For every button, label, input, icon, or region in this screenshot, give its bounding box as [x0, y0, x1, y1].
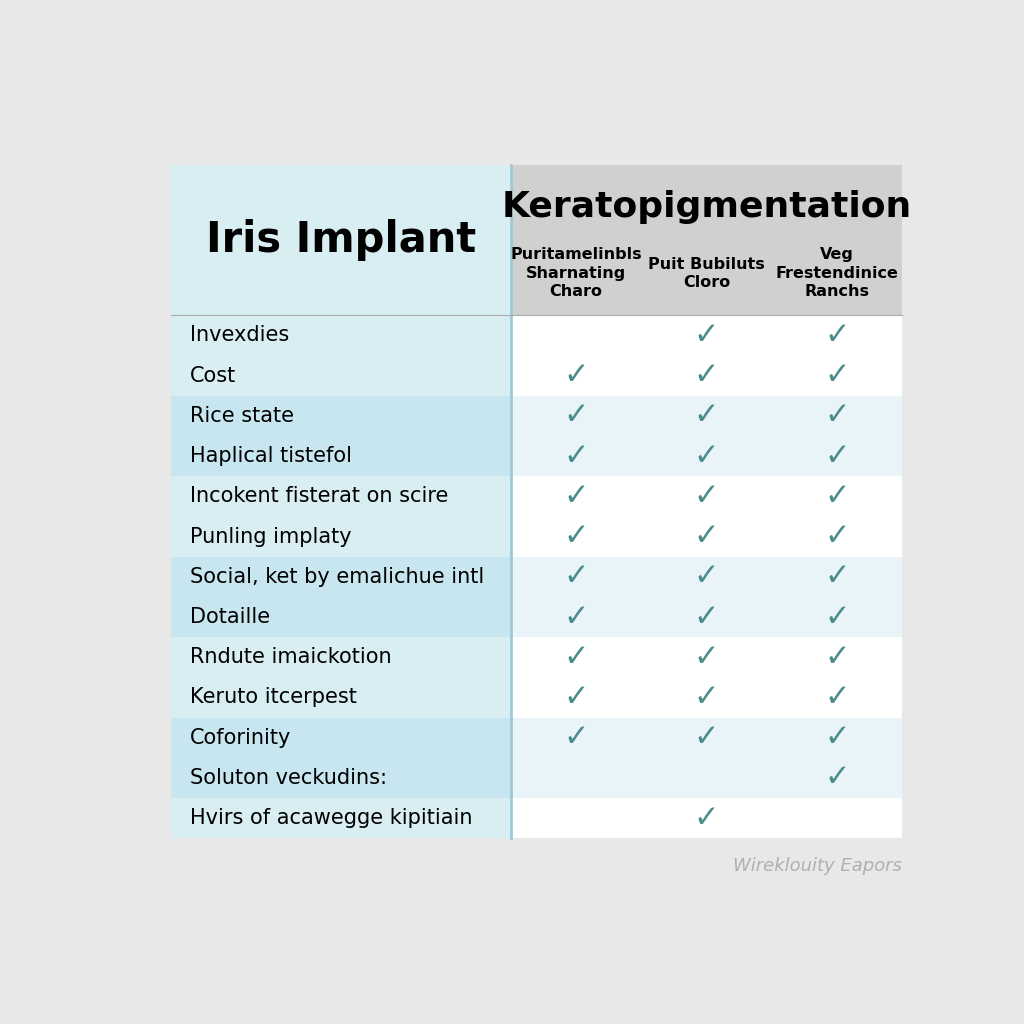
Text: ✓: ✓ [563, 522, 589, 551]
Text: ✓: ✓ [824, 683, 850, 712]
Bar [171, 597, 511, 637]
Bar [171, 758, 511, 798]
Bar [171, 758, 902, 798]
Text: ✓: ✓ [563, 723, 589, 753]
Text: ✓: ✓ [563, 482, 589, 511]
Bar [171, 557, 511, 597]
Bar [511, 557, 902, 597]
Bar [171, 396, 902, 436]
Text: ✓: ✓ [694, 441, 719, 471]
Bar [511, 718, 902, 758]
Bar [171, 637, 902, 677]
Text: ✓: ✓ [824, 763, 850, 793]
Text: Keruto itcerpest: Keruto itcerpest [190, 687, 357, 708]
Bar [171, 476, 902, 516]
Text: Wireklouity Eapors: Wireklouity Eapors [733, 857, 902, 876]
Text: ✓: ✓ [563, 401, 589, 430]
Text: Incokent fisterat on scire: Incokent fisterat on scire [190, 486, 449, 506]
Text: ✓: ✓ [824, 321, 850, 350]
Bar [511, 476, 902, 516]
Text: Rndute imaickotion: Rndute imaickotion [190, 647, 391, 668]
Text: ✓: ✓ [694, 683, 719, 712]
Text: ✓: ✓ [694, 602, 719, 632]
Text: Haplical tistefol: Haplical tistefol [190, 446, 352, 466]
Text: ✓: ✓ [824, 562, 850, 591]
Text: Puritamelinbls
Sharnating
Charo: Puritamelinbls Sharnating Charo [510, 247, 642, 299]
Bar [171, 637, 511, 677]
Text: ✓: ✓ [694, 321, 719, 350]
Bar [511, 677, 902, 718]
Text: ✓: ✓ [563, 361, 589, 390]
Bar [171, 798, 511, 839]
Text: Invexdies: Invexdies [190, 326, 289, 345]
Bar [171, 718, 902, 758]
Text: Rice state: Rice state [190, 406, 294, 426]
Text: ✓: ✓ [694, 804, 719, 833]
Bar [171, 718, 511, 758]
Text: Hvirs of acawegge kipitiain: Hvirs of acawegge kipitiain [190, 808, 472, 828]
Bar [171, 436, 902, 476]
Text: ✓: ✓ [563, 643, 589, 672]
Text: ✓: ✓ [563, 441, 589, 471]
Text: ✓: ✓ [694, 482, 719, 511]
Bar [171, 798, 902, 839]
Text: ✓: ✓ [824, 522, 850, 551]
Bar [511, 637, 902, 677]
Text: Keratopigmentation: Keratopigmentation [502, 190, 911, 224]
Bar [511, 355, 902, 396]
Bar [171, 516, 902, 557]
Text: ✓: ✓ [694, 562, 719, 591]
Bar [171, 476, 511, 516]
Text: ✓: ✓ [824, 723, 850, 753]
Text: ✓: ✓ [694, 361, 719, 390]
Bar [171, 315, 511, 355]
Bar [511, 436, 902, 476]
Bar [171, 165, 511, 839]
Text: ✓: ✓ [563, 683, 589, 712]
Bar [171, 355, 902, 396]
Bar [511, 396, 902, 436]
Text: Social, ket by emalichue intl: Social, ket by emalichue intl [190, 567, 484, 587]
Text: ✓: ✓ [694, 522, 719, 551]
Bar [511, 315, 902, 355]
Bar [171, 516, 511, 557]
Text: Punling implaty: Punling implaty [190, 526, 351, 547]
Text: Veg
Frestendinice
Ranchs: Veg Frestendinice Ranchs [775, 247, 898, 299]
Bar [511, 516, 902, 557]
Bar [171, 355, 511, 396]
Text: ✓: ✓ [824, 602, 850, 632]
Text: ✓: ✓ [824, 361, 850, 390]
Text: ✓: ✓ [694, 643, 719, 672]
Text: Dotaille: Dotaille [190, 607, 270, 627]
Text: ✓: ✓ [824, 441, 850, 471]
Text: Cost: Cost [190, 366, 237, 386]
Text: ✓: ✓ [694, 723, 719, 753]
Text: ✓: ✓ [563, 602, 589, 632]
Text: Soluton veckudins:: Soluton veckudins: [190, 768, 387, 787]
Bar [511, 597, 902, 637]
Bar [511, 798, 902, 839]
Bar [511, 758, 902, 798]
Text: ✓: ✓ [824, 401, 850, 430]
Text: Coforinity: Coforinity [190, 728, 292, 748]
Text: Puit Bubiluts
Cloro: Puit Bubiluts Cloro [648, 257, 765, 290]
Bar [511, 165, 902, 315]
Text: ✓: ✓ [824, 482, 850, 511]
Bar [171, 436, 511, 476]
Text: ✓: ✓ [824, 643, 850, 672]
Bar [171, 677, 511, 718]
Bar [171, 165, 902, 839]
Bar [171, 597, 902, 637]
Bar [171, 677, 902, 718]
Text: ✓: ✓ [563, 562, 589, 591]
Text: Iris Implant: Iris Implant [206, 219, 476, 261]
Bar [171, 315, 902, 355]
Bar [171, 557, 902, 597]
Bar [171, 396, 511, 436]
Text: ✓: ✓ [694, 401, 719, 430]
